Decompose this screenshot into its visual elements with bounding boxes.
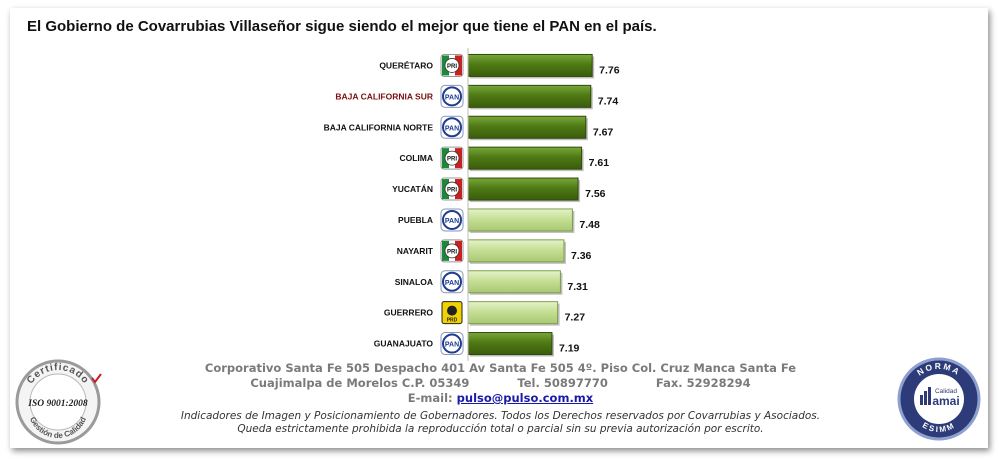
- bar-graph-icon: [920, 387, 931, 405]
- svg-text:ESIMM: ESIMM: [921, 421, 957, 435]
- iso-certification-seal: Certificado ISO 9001:2008 Gestión de Cal…: [15, 359, 102, 445]
- svg-text:PRD: PRD: [447, 318, 458, 324]
- category-label: BAJA CALIFORNIA NORTE: [324, 122, 434, 132]
- value-label: 7.27: [565, 312, 586, 324]
- chart-title: El Gobierno de Covarrubias Villaseñor si…: [27, 18, 657, 35]
- svg-text:PRI: PRI: [447, 188, 457, 194]
- pri-logo-icon: PRI: [440, 239, 464, 263]
- pan-logo-icon: PAN: [440, 208, 464, 232]
- svg-text:PAN: PAN: [445, 280, 459, 287]
- value-label: 7.31: [567, 281, 588, 293]
- amai-quality-seal: NORMA ESIMM Calidad amai: [897, 357, 981, 441]
- bar: [467, 239, 565, 263]
- value-label: 7.67: [593, 126, 614, 138]
- value-label: 7.61: [589, 157, 610, 169]
- value-label: 7.19: [559, 343, 580, 355]
- bar: [467, 146, 583, 170]
- amai-seal-small-text: Calidad: [935, 388, 957, 395]
- svg-text:PAN: PAN: [445, 94, 459, 101]
- pan-logo-icon: PAN: [440, 84, 464, 108]
- svg-text:PRI: PRI: [447, 157, 457, 163]
- svg-text:PRI: PRI: [447, 64, 457, 70]
- category-label: GUERRERO: [384, 308, 434, 318]
- svg-text:PRI: PRI: [447, 249, 457, 255]
- category-label: PUEBLA: [398, 215, 433, 225]
- value-label: 7.76: [599, 64, 620, 76]
- pan-logo-icon: PAN: [440, 115, 464, 139]
- check-icon: [91, 373, 102, 384]
- pri-logo-icon: PRI: [440, 53, 464, 77]
- footer-address-line2: Cuajimalpa de Morelos C.P. 05349 Tel. 50…: [250, 376, 751, 390]
- value-label: 7.48: [579, 219, 600, 231]
- amai-seal-bottom-text: ESIMM: [921, 421, 955, 435]
- prd-logo-icon: PRD: [441, 301, 463, 325]
- pan-logo-icon: PAN: [440, 332, 464, 356]
- pri-logo-icon: PRI: [440, 177, 464, 201]
- bar: [467, 270, 561, 294]
- footer-email-row: E-mail: pulso@pulso.com.mx: [0, 391, 1001, 405]
- bar: [467, 84, 592, 108]
- iso-seal-middle-text: ISO 9001:2008: [27, 399, 88, 409]
- value-label: 7.56: [585, 188, 606, 200]
- pri-logo-icon: PRI: [440, 146, 464, 170]
- bar: [467, 177, 579, 201]
- category-label: SINALOA: [395, 277, 433, 287]
- amai-seal-brand-text: amai: [932, 394, 959, 408]
- bar: [467, 115, 587, 139]
- footer-disclaimer-1: Indicadores de Imagen y Posicionamiento …: [180, 410, 821, 422]
- email-label: E-mail:: [407, 391, 453, 405]
- category-label: COLIMA: [399, 153, 433, 163]
- svg-text:PAN: PAN: [445, 342, 459, 349]
- category-label: NAYARIT: [397, 246, 434, 256]
- footer-address-line1: Corporativo Santa Fe 505 Despacho 401 Av…: [204, 361, 797, 375]
- category-label: BAJA CALIFORNIA SUR: [335, 91, 433, 101]
- email-link[interactable]: pulso@pulso.com.mx: [456, 391, 594, 405]
- footer-disclaimer-2: Queda estrictamente prohibida la reprodu…: [237, 423, 764, 435]
- svg-text:PAN: PAN: [445, 218, 459, 225]
- value-label: 7.74: [598, 95, 619, 107]
- bar: [467, 301, 559, 325]
- bar-chart: QUERÉTARO PRI 7.76 BAJA CALIFORNIA SUR PAN 7.…: [324, 48, 620, 361]
- value-label: 7.36: [571, 250, 592, 262]
- category-label: GUANAJUATO: [374, 339, 434, 349]
- svg-text:PAN: PAN: [445, 125, 459, 132]
- bar: [467, 208, 573, 232]
- category-label: YUCATÁN: [392, 184, 433, 194]
- bar: [467, 332, 553, 356]
- pan-logo-icon: PAN: [440, 270, 464, 294]
- category-label: QUERÉTARO: [379, 60, 433, 70]
- bar: [467, 53, 593, 77]
